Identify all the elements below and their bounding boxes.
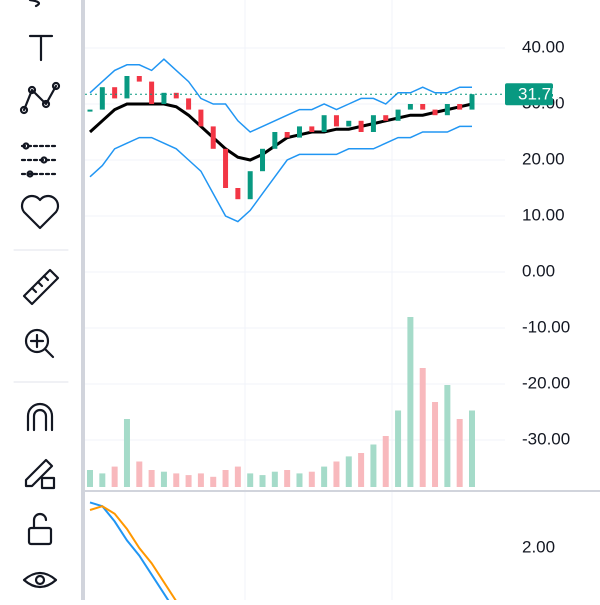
y-tick-label: 2.00 <box>522 537 555 556</box>
price-axis: 40.0030.0020.0010.000.00-10.00-20.00-30.… <box>505 37 570 556</box>
volume-bar <box>111 466 118 487</box>
y-tick-label: -10.00 <box>522 317 570 336</box>
volume-bar <box>321 466 328 487</box>
toolbar <box>13 0 69 589</box>
candle <box>370 115 376 132</box>
candle <box>407 104 413 110</box>
ma-line <box>88 102 473 162</box>
volume-bar <box>173 473 180 487</box>
candle <box>260 148 266 172</box>
candle <box>296 126 302 138</box>
candle <box>420 104 426 110</box>
icon-ruler[interactable] <box>22 268 60 306</box>
icon-zoom[interactable] <box>24 328 55 359</box>
y-tick-label: 0.00 <box>522 261 555 280</box>
last-price-badge <box>505 83 553 106</box>
volume-bar <box>358 453 365 487</box>
candle <box>432 109 438 116</box>
volume-bar <box>419 368 426 487</box>
candle <box>469 94 475 110</box>
icon-pattern[interactable] <box>19 81 61 115</box>
icon-lock-drawing[interactable] <box>24 458 56 490</box>
icon-eye[interactable] <box>22 571 58 589</box>
volume-bar <box>185 475 192 487</box>
icon-magnet[interactable] <box>26 402 54 432</box>
volume-bar <box>123 419 130 487</box>
volume-bar <box>160 471 167 487</box>
volume-bar <box>234 466 241 487</box>
volume-bar <box>271 471 278 487</box>
candle <box>247 171 253 200</box>
volume-bar <box>456 419 463 487</box>
y-tick-label: 10.00 <box>522 205 565 224</box>
icon-unlock[interactable] <box>27 512 53 546</box>
volume-bar <box>382 436 389 487</box>
volume-bar <box>432 402 439 487</box>
price-pane <box>85 47 505 487</box>
volume-bar <box>197 473 204 487</box>
volume-bar <box>136 461 143 487</box>
last-price-label: 31.75 <box>518 85 561 104</box>
candle <box>198 109 204 127</box>
candle <box>395 109 401 121</box>
volume-bar <box>259 475 266 487</box>
volume-bar <box>284 470 291 487</box>
y-tick-label: -20.00 <box>522 373 570 392</box>
candle <box>210 126 216 149</box>
y-tick-label: 20.00 <box>522 149 565 168</box>
icon-text[interactable] <box>28 34 54 62</box>
candle <box>112 87 118 99</box>
candle <box>383 115 389 121</box>
volume-bar <box>222 470 229 487</box>
volume-bar <box>333 461 340 487</box>
candle <box>149 81 155 104</box>
volume-bar <box>370 444 377 487</box>
candle <box>87 109 93 112</box>
volume-bar <box>395 410 402 487</box>
candle <box>284 132 290 138</box>
candle <box>124 76 130 99</box>
oscillator-pane <box>89 501 177 600</box>
volume-bar <box>407 317 414 487</box>
volume-bar <box>296 473 303 487</box>
icon-favorite[interactable] <box>20 194 60 230</box>
candle <box>235 188 241 200</box>
volume-bar <box>345 456 352 487</box>
volume-bar <box>469 410 475 487</box>
volume-bar <box>444 385 451 487</box>
candle <box>99 87 105 110</box>
candle <box>223 148 229 188</box>
candle <box>333 115 339 127</box>
lower-line <box>89 125 472 223</box>
icon-brush[interactable] <box>28 0 41 8</box>
volume-bar <box>148 470 155 487</box>
volume-bar <box>247 473 254 487</box>
candle <box>161 92 167 104</box>
candle <box>186 98 192 110</box>
y-tick-label: -30.00 <box>522 429 570 448</box>
volume-bar <box>308 471 315 487</box>
candle <box>346 120 352 127</box>
slow-line <box>89 505 177 600</box>
candle <box>173 92 179 99</box>
upper-line <box>89 58 472 133</box>
candle <box>272 132 278 149</box>
candle <box>358 120 364 132</box>
volume-bar <box>99 473 106 487</box>
candle <box>309 126 315 132</box>
candle <box>457 104 463 110</box>
volume-bar <box>87 470 93 487</box>
icon-forecast[interactable] <box>20 142 58 178</box>
candle <box>321 115 327 132</box>
candle <box>444 104 450 116</box>
volume-bar <box>210 476 217 487</box>
fast-line <box>89 501 170 600</box>
y-tick-label: 40.00 <box>522 37 565 56</box>
candle <box>136 76 142 82</box>
